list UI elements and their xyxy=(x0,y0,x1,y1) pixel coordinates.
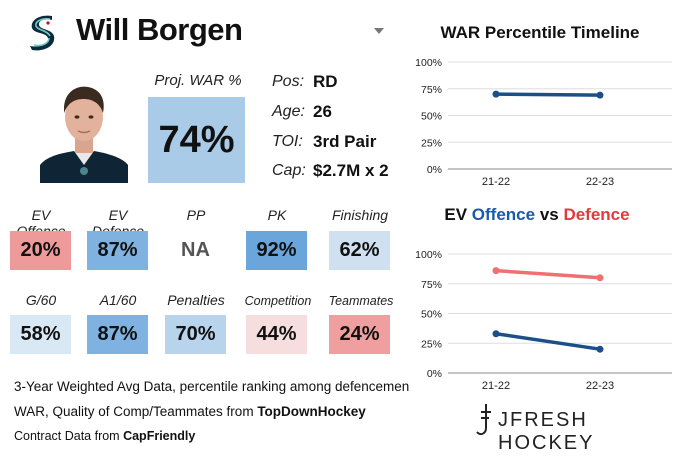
competition-label: Competition xyxy=(244,294,312,308)
cap-label: Cap: xyxy=(272,162,306,179)
cap-value: $2.7M x 2 xyxy=(313,161,389,180)
footer-line-1: 3-Year Weighted Avg Data, percentile ran… xyxy=(14,379,410,394)
x-tick-label: 21-22 xyxy=(482,176,510,188)
pp-label: PP xyxy=(186,207,206,223)
data-point xyxy=(596,345,604,353)
chevron-down-icon[interactable] xyxy=(374,28,384,34)
teammates-label: Teammates xyxy=(328,294,394,308)
y-tick-label: 75% xyxy=(421,84,442,96)
footer-line-2: WAR, Quality of Comp/Teammates from TopD… xyxy=(14,404,366,419)
ev-offence-defence-chart: 0% 25% 50% 75% 100% 21-22 22-23 xyxy=(415,249,672,390)
pos-label: Pos: xyxy=(272,73,305,90)
ev-title-defence: Defence xyxy=(563,205,630,224)
war-timeline-chart: 0% 25% 50% 75% 100% 21-22 22-23 xyxy=(415,57,672,188)
toi-label: TOI: xyxy=(272,133,303,150)
toi-value: 3rd Pair xyxy=(313,132,377,151)
series-line-1 xyxy=(495,331,601,351)
pp-tile: NA xyxy=(165,231,226,270)
a160-tile: 87% xyxy=(87,315,148,354)
g60-tile: 58% xyxy=(10,315,71,354)
y-tick-label: 100% xyxy=(415,249,442,261)
y-tick-label: 25% xyxy=(421,338,442,350)
data-point xyxy=(596,91,604,99)
x-tick-label: 21-22 xyxy=(482,380,510,390)
x-tick-label: 22-23 xyxy=(586,380,614,390)
x-tick-label: 22-23 xyxy=(586,176,614,188)
finishing-tile: 62% xyxy=(329,231,390,270)
ev-title-part-3: vs xyxy=(535,205,564,224)
penalties-tile: 70% xyxy=(165,315,226,354)
kraken-logo-icon xyxy=(30,15,55,51)
pk-label: PK xyxy=(267,207,287,223)
a160-label: A1/60 xyxy=(99,292,137,308)
player-headshot-icon xyxy=(40,73,128,183)
pk-tile: 92% xyxy=(246,231,307,270)
y-tick-label: 100% xyxy=(415,57,442,69)
data-point xyxy=(492,330,500,338)
penalties-label: Penalties xyxy=(167,292,225,308)
series-line-0 xyxy=(495,92,601,97)
g60-label: G/60 xyxy=(25,292,57,308)
y-tick-label: 0% xyxy=(427,368,442,380)
age-label: Age: xyxy=(272,103,305,120)
competition-tile: 44% xyxy=(246,315,307,354)
ev-defence-tile: 87% xyxy=(87,231,148,270)
y-tick-label: 75% xyxy=(421,279,442,291)
brand-name: JFRESH HOCKEY xyxy=(498,409,595,454)
ev-title-offence: Offence xyxy=(471,205,536,224)
age-value: 26 xyxy=(313,102,332,121)
pos-value: RD xyxy=(313,72,338,91)
ev-offence-tile: 20% xyxy=(10,231,71,270)
data-point xyxy=(492,267,500,275)
jfresh-logo-icon xyxy=(476,404,491,436)
war-chart-title: WAR Percentile Timeline xyxy=(440,23,640,42)
data-point xyxy=(596,274,604,282)
y-tick-label: 0% xyxy=(427,164,442,176)
player-name: Will Borgen xyxy=(76,12,243,47)
y-tick-label: 50% xyxy=(421,309,442,321)
teammates-tile: 24% xyxy=(329,315,390,354)
ev-chart-title: EV Offence vs Defence xyxy=(402,205,672,225)
data-point xyxy=(492,90,500,98)
proj-war-value: 74% xyxy=(148,97,245,183)
y-tick-label: 50% xyxy=(421,111,442,123)
series-line-0 xyxy=(495,268,601,280)
y-tick-label: 25% xyxy=(421,137,442,149)
finishing-label: Finishing xyxy=(331,207,389,223)
footer-line-3: Contract Data from CapFriendly xyxy=(14,429,196,443)
ev-title-part-1: EV xyxy=(444,205,472,224)
proj-war-label: Proj. WAR % xyxy=(154,72,242,89)
